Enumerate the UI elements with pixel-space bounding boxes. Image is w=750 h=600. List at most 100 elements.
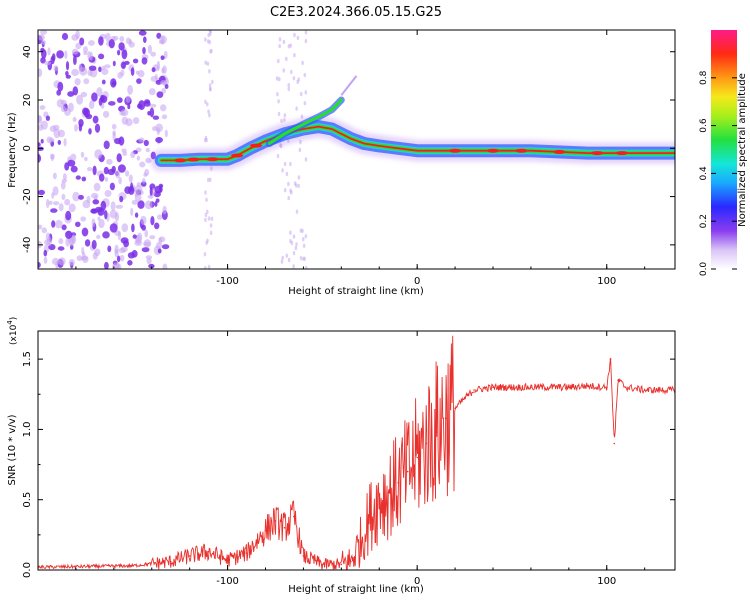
noise-blob	[101, 68, 109, 75]
noise-blob	[149, 107, 155, 118]
spec-xtick-label: -100	[216, 276, 239, 287]
noise-blob	[62, 173, 67, 181]
streak-blob	[204, 212, 208, 218]
noise-blob	[141, 57, 148, 65]
snr-point	[369, 515, 371, 518]
streak-blob	[204, 217, 207, 223]
streak-blob	[304, 234, 308, 239]
noise-blob	[115, 204, 124, 209]
spectrogram-content	[38, 30, 675, 269]
noise-blob	[114, 248, 119, 258]
noise-blob	[160, 80, 168, 86]
streak-blob	[303, 256, 306, 261]
streak-blob	[208, 83, 212, 88]
noise-blob	[52, 186, 59, 196]
spectrogram-xlabel: Height of straight line (km)	[288, 286, 424, 297]
signal-hotspot	[250, 143, 262, 148]
signal-hotspot	[487, 148, 499, 153]
snr-point	[530, 386, 532, 389]
noise-blob	[119, 254, 125, 262]
noise-blob	[64, 50, 68, 60]
snr-point	[435, 431, 437, 434]
snr-point	[350, 560, 352, 563]
noise-blob	[45, 115, 51, 121]
noise-blob	[91, 92, 98, 102]
snr-point	[549, 386, 551, 389]
noise-blob	[80, 216, 87, 222]
snr-point	[293, 515, 295, 518]
noise-blob	[63, 138, 67, 147]
streak-blob	[299, 228, 303, 233]
noise-blob	[56, 50, 64, 59]
snr-point	[406, 470, 409, 473]
noise-blob	[51, 220, 56, 228]
streak-blob	[295, 242, 298, 247]
noise-blob	[152, 115, 160, 120]
noise-blob	[130, 67, 135, 76]
noise-blob	[102, 110, 110, 118]
streak-blob	[204, 266, 207, 269]
noise-blob	[58, 238, 64, 245]
noise-blob	[50, 208, 58, 213]
noise-blob	[158, 237, 163, 245]
noise-blob	[57, 140, 61, 145]
noise-blob	[143, 36, 147, 43]
noise-blob	[98, 97, 103, 106]
streak-blob	[276, 153, 280, 159]
snr-point	[283, 527, 286, 529]
noise-blob	[92, 115, 99, 124]
noise-blob	[116, 97, 123, 103]
noise-blob	[161, 87, 166, 94]
noise-blob	[48, 137, 55, 143]
noise-blob	[83, 46, 88, 53]
noise-blob	[134, 212, 139, 218]
streak-blob	[206, 102, 209, 107]
colorbar-gradient	[711, 30, 737, 269]
snr-point	[606, 386, 608, 389]
signal-hotspot	[591, 151, 604, 156]
streak-blob	[205, 138, 208, 143]
noise-blob	[40, 120, 48, 130]
chart-title: C2E3.2024.366.05.15.G25	[270, 5, 442, 20]
noise-blob	[145, 157, 152, 164]
noise-blob	[104, 190, 112, 197]
noise-blob	[101, 79, 106, 85]
noise-blob	[149, 235, 156, 240]
noise-blob	[102, 231, 110, 239]
streak-blob	[287, 82, 291, 88]
snr-point	[444, 417, 447, 420]
streak-blob	[293, 32, 296, 38]
noise-blob	[156, 91, 164, 98]
snr-multiplier-exp: 4	[6, 320, 14, 325]
noise-blob	[103, 140, 110, 150]
noise-blob	[96, 87, 103, 97]
noise-blob	[61, 193, 66, 200]
noise-blob	[130, 151, 136, 159]
noise-blob	[155, 137, 164, 143]
noise-blob	[143, 139, 149, 147]
noise-blob	[98, 36, 104, 46]
streak-blob	[289, 230, 292, 235]
noise-blob	[111, 81, 117, 86]
noise-blob	[132, 234, 137, 239]
snr-ytick-label: 0.0	[22, 562, 33, 578]
streak-blob	[204, 190, 207, 195]
noise-blob	[127, 260, 133, 266]
streak-blob	[303, 72, 307, 78]
noise-blob	[67, 91, 75, 97]
noise-blob	[57, 81, 64, 92]
noise-blob	[135, 70, 140, 75]
noise-blob	[149, 103, 157, 108]
noise-blob	[44, 61, 51, 66]
noise-blob	[75, 221, 81, 227]
streak-blob	[204, 99, 207, 105]
snr-panel: -100 0 100 0.0 0.5 1.0 1.5 (x104) Height of st…	[6, 317, 676, 595]
noise-blob	[108, 39, 115, 49]
noise-blob	[128, 174, 133, 183]
streak-blob	[296, 35, 300, 41]
noise-blob	[83, 51, 88, 56]
noise-blob	[61, 224, 67, 231]
streak-blob	[304, 38, 308, 44]
noise-blob	[137, 200, 145, 209]
snr-point	[378, 498, 381, 501]
